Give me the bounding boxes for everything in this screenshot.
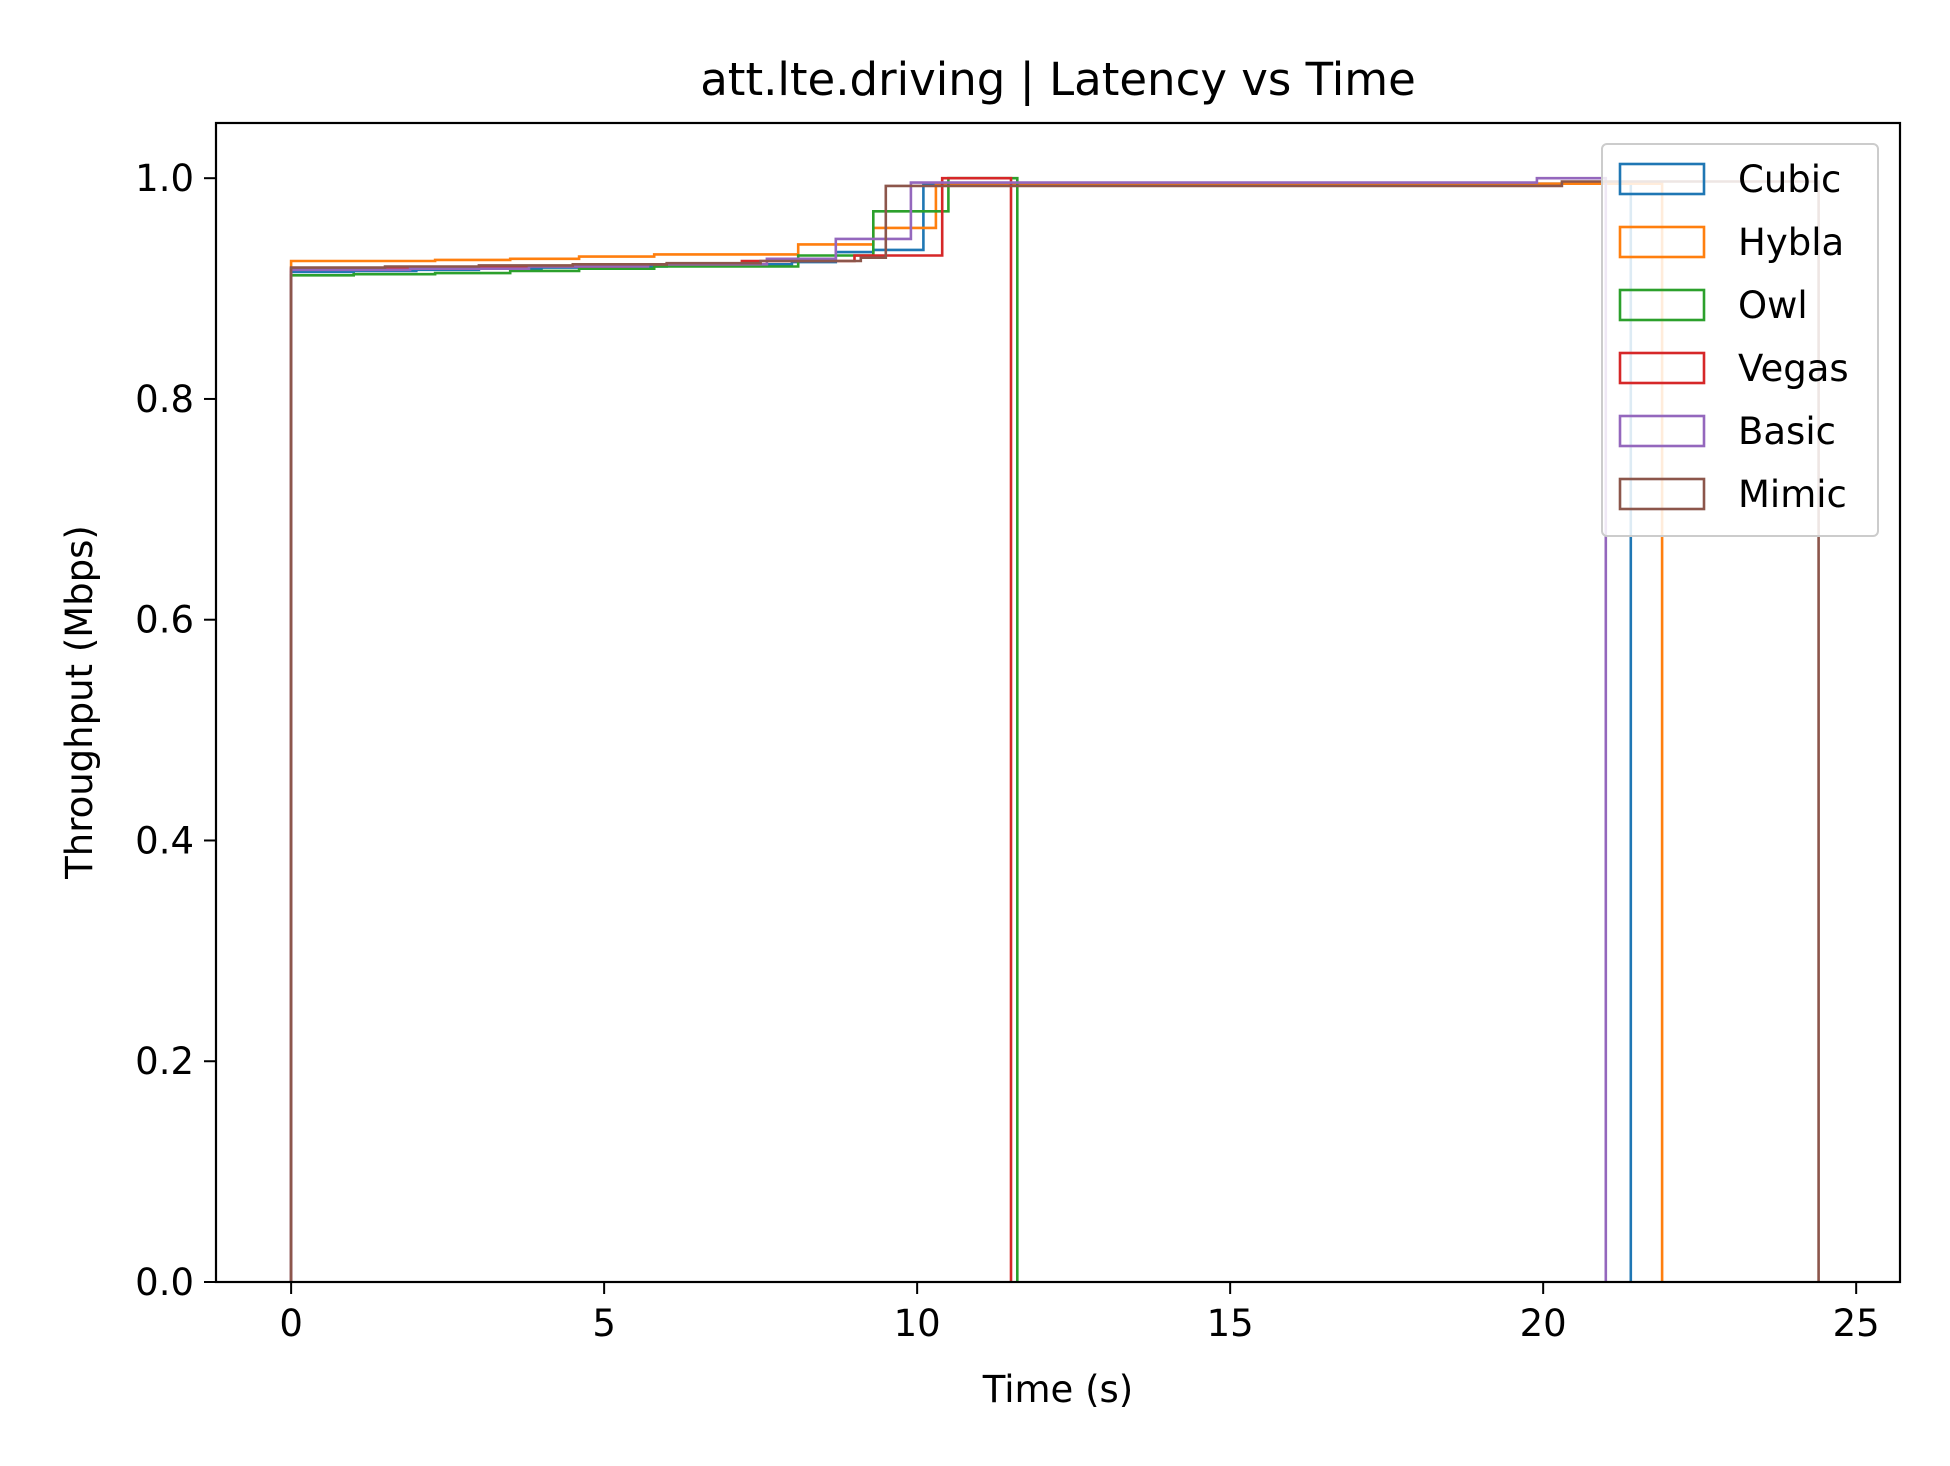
y-tick-label: 0.2 (135, 1040, 194, 1083)
y-tick-label: 1.0 (135, 157, 194, 200)
legend-label-mimic: Mimic (1738, 473, 1847, 516)
legend-swatch-hybla (1618, 225, 1706, 259)
y-axis: 0.0 0.2 0.4 0.6 0.8 1.0 (135, 157, 216, 1304)
legend-swatch-cubic (1618, 162, 1706, 196)
series-line-mimic (289, 180, 1820, 1282)
legend: Cubic Hybla Owl Vegas Basic Mimic (1601, 143, 1879, 537)
y-tick-label: 0.6 (135, 599, 194, 642)
x-tick-label: 10 (894, 1302, 941, 1345)
legend-label-owl: Owl (1738, 284, 1808, 327)
series-line-owl (289, 176, 1019, 1282)
series-layer (289, 176, 1820, 1282)
chart-title: att.lte.driving | Latency vs Time (700, 53, 1416, 106)
plot-frame (214, 121, 1902, 1284)
x-axis: 0 5 10 15 20 25 (279, 1282, 1880, 1345)
x-tick-label: 15 (1207, 1302, 1254, 1345)
legend-swatch-vegas (1618, 351, 1706, 385)
legend-label-vegas: Vegas (1738, 347, 1849, 390)
series-line-hybla (289, 182, 1664, 1282)
x-tick-label: 20 (1520, 1302, 1567, 1345)
x-axis-title: Time (s) (982, 1368, 1133, 1411)
y-tick-label: 0.4 (135, 819, 194, 862)
y-tick-label: 0.8 (135, 378, 194, 421)
y-tick-label: 0.0 (135, 1261, 194, 1304)
legend-swatch-owl (1618, 288, 1706, 322)
legend-label-hybla: Hybla (1738, 221, 1844, 264)
legend-box (1601, 143, 1879, 537)
series-line-cubic (289, 182, 1633, 1282)
x-tick-label: 0 (279, 1302, 303, 1345)
legend-label-basic: Basic (1738, 410, 1836, 453)
y-axis-title: Throughput (Mbps) (58, 525, 101, 880)
legend-swatch-basic (1618, 414, 1706, 448)
series-line-vegas (289, 176, 1013, 1282)
series-line-basic (289, 176, 1608, 1282)
legend-label-cubic: Cubic (1738, 158, 1841, 201)
x-tick-label: 5 (592, 1302, 616, 1345)
legend-swatch-mimic (1618, 477, 1706, 511)
x-tick-label: 25 (1833, 1302, 1880, 1345)
